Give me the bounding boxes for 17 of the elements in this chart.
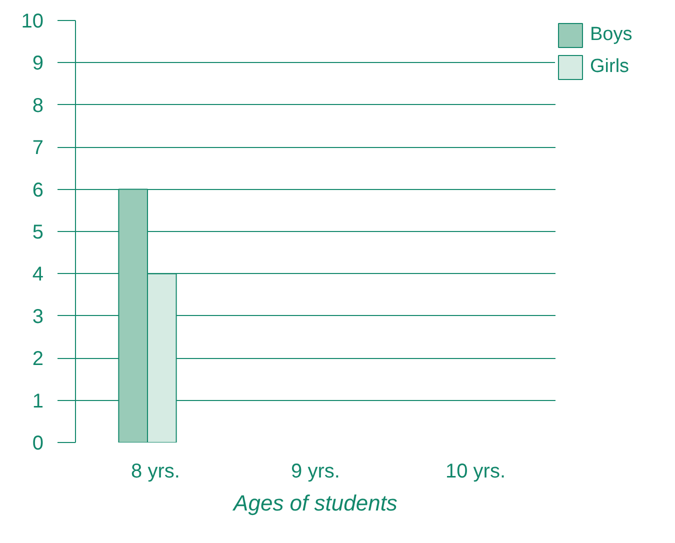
y-tick-label: 6 [32, 179, 44, 202]
x-tick-label: 9 yrs. [291, 460, 340, 482]
y-tick-label: 7 [32, 137, 44, 160]
y-tick-label: 4 [32, 264, 44, 286]
y-tick-label: 1 [32, 390, 44, 412]
x-tick-label: 8 yrs. [131, 460, 180, 482]
x-axis-title: Ages of students [232, 490, 398, 516]
legend-label: Boys [590, 24, 632, 46]
y-tick-label: 3 [32, 306, 44, 328]
y-tick-label: 10 [21, 10, 44, 32]
legend-label: Girls [590, 56, 630, 78]
y-tick-label: 8 [32, 94, 44, 117]
y-tick-label: 9 [32, 52, 44, 75]
y-tick-label: 2 [32, 348, 44, 370]
y-tick-label: 0 [32, 432, 44, 454]
y-tick-label: 5 [32, 222, 44, 244]
x-tick-label: 10 yrs. [445, 460, 506, 482]
